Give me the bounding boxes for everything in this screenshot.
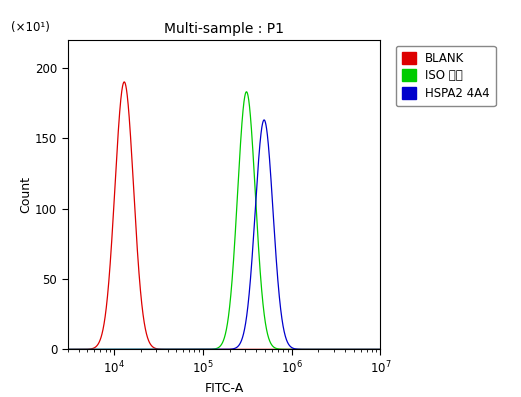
ISO 单抗 [65,347,71,352]
Line: HSPA2 4A4: HSPA2 4A4 [68,120,380,349]
BLANK [80,347,86,352]
HSPA2 4A4 [263,125,269,130]
HSPA2 4A4 [178,347,184,352]
BLANK [65,347,71,352]
ISO 单抗 [250,146,256,151]
ISO 单抗 [313,347,319,352]
HSPA2 4A4 [313,347,319,352]
Y-axis label: Count: Count [19,176,32,213]
Title: Multi-sample : P1: Multi-sample : P1 [164,22,284,36]
BLANK [313,347,319,352]
HSPA2 4A4 [250,247,256,251]
BLANK [121,79,127,84]
Legend: BLANK, ISO 单抗, HSPA2 4A4: BLANK, ISO 单抗, HSPA2 4A4 [395,46,495,106]
BLANK [250,347,256,352]
BLANK [296,347,303,352]
ISO 单抗 [178,347,184,352]
ISO 单抗 [296,347,303,352]
ISO 单抗 [80,347,86,352]
Line: ISO 单抗: ISO 单抗 [68,92,380,349]
BLANK [377,347,383,352]
HSPA2 4A4 [296,347,303,352]
HSPA2 4A4 [261,118,267,122]
BLANK [178,347,184,352]
HSPA2 4A4 [65,347,71,352]
BLANK [263,347,269,352]
ISO 单抗 [377,347,383,352]
HSPA2 4A4 [80,347,86,352]
ISO 单抗 [243,89,250,94]
Text: (×10¹): (×10¹) [11,21,51,33]
ISO 单抗 [263,326,269,331]
X-axis label: FITC-A: FITC-A [204,382,244,395]
Line: BLANK: BLANK [68,82,380,349]
HSPA2 4A4 [377,347,383,352]
